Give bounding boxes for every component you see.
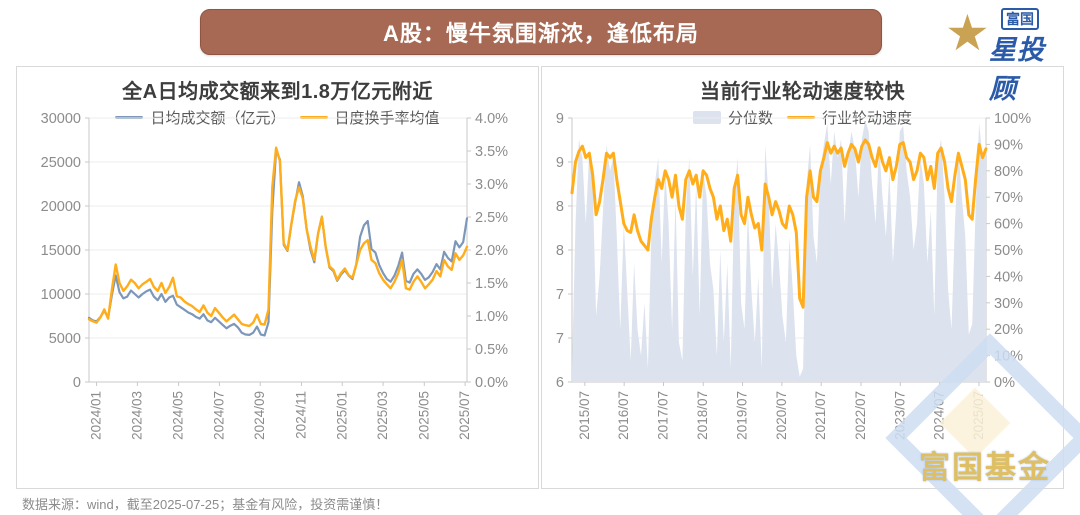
left-chart-title: 全A日均成交额来到1.8万亿元附近 bbox=[122, 81, 433, 103]
svg-text:30000: 30000 bbox=[41, 111, 81, 127]
svg-text:6: 6 bbox=[556, 375, 564, 391]
svg-text:2024/01: 2024/01 bbox=[89, 391, 104, 440]
svg-text:30%: 30% bbox=[994, 296, 1023, 312]
svg-text:2015/07: 2015/07 bbox=[577, 391, 592, 440]
svg-text:2020/07: 2020/07 bbox=[774, 391, 789, 440]
svg-text:2025/07: 2025/07 bbox=[457, 391, 472, 440]
logo-brand-box: 富国 bbox=[1001, 8, 1039, 30]
svg-text:8: 8 bbox=[556, 199, 564, 215]
svg-text:7: 7 bbox=[556, 331, 564, 347]
svg-text:2024/07: 2024/07 bbox=[932, 391, 947, 440]
svg-text:3.5%: 3.5% bbox=[475, 144, 508, 160]
svg-text:2021/07: 2021/07 bbox=[813, 391, 828, 440]
logo-brand-name: 星投顾 bbox=[989, 35, 1045, 104]
svg-text:2024/09: 2024/09 bbox=[252, 391, 267, 440]
svg-text:25000: 25000 bbox=[41, 155, 81, 171]
svg-text:2017/07: 2017/07 bbox=[655, 391, 670, 440]
svg-text:0.0%: 0.0% bbox=[475, 375, 508, 391]
svg-text:2022/07: 2022/07 bbox=[853, 391, 868, 440]
svg-text:0: 0 bbox=[73, 375, 81, 391]
svg-text:0.5%: 0.5% bbox=[475, 342, 508, 358]
svg-text:2024/05: 2024/05 bbox=[171, 391, 186, 440]
svg-text:3.0%: 3.0% bbox=[475, 177, 508, 193]
footer-disclaimer: 数据来源：wind，截至2025-07-25；基金有风险，投资需谨慎！ bbox=[22, 497, 389, 512]
svg-text:2025/01: 2025/01 bbox=[334, 391, 349, 440]
svg-text:50%: 50% bbox=[994, 243, 1023, 259]
svg-text:2025/07: 2025/07 bbox=[971, 391, 986, 440]
svg-text:10%: 10% bbox=[994, 349, 1023, 365]
banner-title: A股：慢牛氛围渐浓，逢低布局 bbox=[200, 9, 882, 55]
svg-text:2025/05: 2025/05 bbox=[416, 391, 431, 440]
svg-text:80%: 80% bbox=[994, 164, 1023, 180]
svg-text:8: 8 bbox=[556, 243, 564, 259]
svg-text:2018/07: 2018/07 bbox=[695, 391, 710, 440]
svg-text:1.0%: 1.0% bbox=[475, 309, 508, 325]
svg-text:7: 7 bbox=[556, 287, 564, 303]
star-icon: ★ bbox=[945, 5, 990, 61]
svg-text:40%: 40% bbox=[994, 269, 1023, 285]
svg-text:9: 9 bbox=[556, 155, 564, 171]
right-chart-svg: 9 9 8 8 7 7 6 100% 90% 80% 70% 60% 50% 40% 30% 20% 10% 0%… bbox=[556, 111, 1031, 440]
right-chart-panel: 当前行业轮动速度较快 分位数 行业轮动速度 9 9 8 8 7 7 6 100% 90% 80% 7… bbox=[541, 66, 1064, 489]
right-chart-title: 当前行业轮动速度较快 bbox=[700, 81, 905, 103]
svg-text:100%: 100% bbox=[994, 111, 1031, 127]
svg-text:2024/07: 2024/07 bbox=[211, 391, 226, 440]
svg-text:20000: 20000 bbox=[41, 199, 81, 215]
svg-text:2023/07: 2023/07 bbox=[892, 391, 907, 440]
left-chart-svg: 30000 25000 20000 15000 10000 5000 0 4.0% 3.5% 3.… bbox=[41, 111, 508, 440]
svg-text:2016/07: 2016/07 bbox=[616, 391, 631, 440]
svg-text:9: 9 bbox=[556, 111, 564, 127]
svg-text:60%: 60% bbox=[994, 217, 1023, 233]
svg-text:90%: 90% bbox=[994, 137, 1023, 153]
svg-text:10000: 10000 bbox=[41, 287, 81, 303]
left-chart-panel: 全A日均成交额来到1.8万亿元附近 日均成交额（亿元） 日度换手率均值 3000… bbox=[16, 66, 539, 489]
svg-text:2024/11: 2024/11 bbox=[293, 391, 308, 439]
svg-text:2.5%: 2.5% bbox=[475, 210, 508, 226]
svg-text:4.0%: 4.0% bbox=[475, 111, 508, 127]
svg-text:5000: 5000 bbox=[49, 331, 81, 347]
svg-text:0%: 0% bbox=[994, 375, 1015, 391]
svg-text:1.5%: 1.5% bbox=[475, 276, 508, 292]
svg-text:2025/03: 2025/03 bbox=[375, 391, 390, 440]
fullgoal-logo: ★ 富国 星投顾 bbox=[937, 2, 1072, 104]
svg-text:2019/07: 2019/07 bbox=[735, 391, 750, 440]
svg-text:2024/03: 2024/03 bbox=[129, 391, 144, 440]
svg-text:70%: 70% bbox=[994, 190, 1023, 206]
svg-text:2.0%: 2.0% bbox=[475, 243, 508, 259]
svg-text:15000: 15000 bbox=[41, 243, 81, 259]
svg-text:20%: 20% bbox=[994, 322, 1023, 338]
